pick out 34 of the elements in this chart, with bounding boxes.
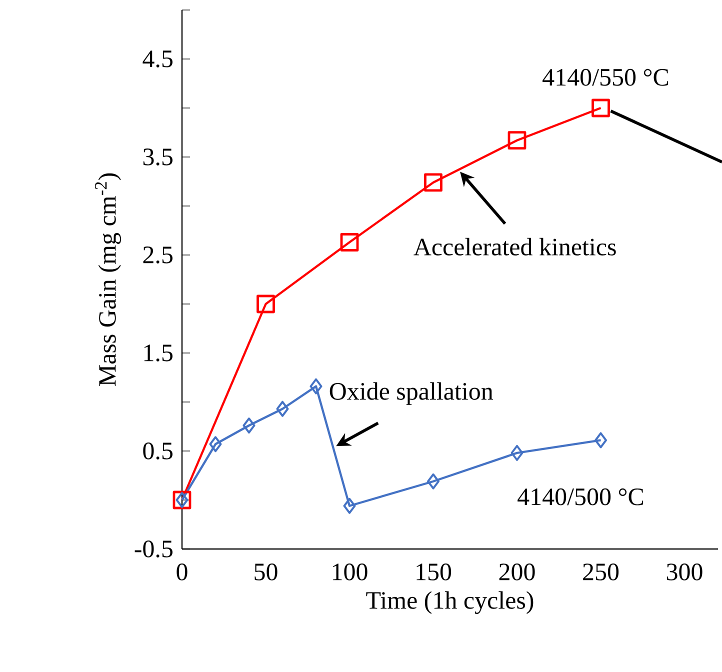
- point: [424, 173, 442, 192]
- annotation: Oxide spallation: [330, 382, 493, 405]
- y-tick-label: 3.5: [143, 148, 172, 166]
- x-axis-title: Time (1h cycles): [366, 591, 534, 614]
- y-axis-title: Mass Gain (mg cm$^{-2}$): [95, 173, 122, 386]
- series-label: 4140/500 °C: [518, 488, 644, 506]
- point: [427, 473, 440, 490]
- x-tick-label: 50: [254, 564, 278, 580]
- point: [594, 432, 608, 448]
- point: [340, 233, 359, 252]
- point: [343, 498, 356, 514]
- point: [592, 98, 610, 118]
- point: [510, 444, 524, 461]
- point: [508, 131, 526, 150]
- point: [310, 378, 322, 394]
- y-tick-label: 1.5: [144, 344, 172, 362]
- x-tick-label: 250: [583, 564, 619, 580]
- y-tick-label: -0.5: [134, 540, 172, 558]
- x-tick-label: 200: [499, 564, 535, 580]
- x-tick-label: 0: [176, 564, 188, 580]
- point: [242, 418, 256, 434]
- series-label: 4140/550 °C: [542, 68, 668, 86]
- x-tick-label: 300: [666, 564, 702, 580]
- x-tick-label: 100: [332, 564, 368, 580]
- y-tick-label: 4.5: [142, 50, 172, 68]
- annotation: Accelerated kinetics: [414, 238, 616, 256]
- point: [176, 492, 188, 508]
- point: [209, 436, 222, 452]
- y-tick-label: 0.5: [143, 442, 172, 460]
- x-tick-label: 150: [416, 564, 452, 580]
- point: [172, 490, 192, 510]
- point: [276, 400, 289, 417]
- y-tick-label: 2.5: [143, 246, 172, 264]
- point: [256, 294, 275, 314]
